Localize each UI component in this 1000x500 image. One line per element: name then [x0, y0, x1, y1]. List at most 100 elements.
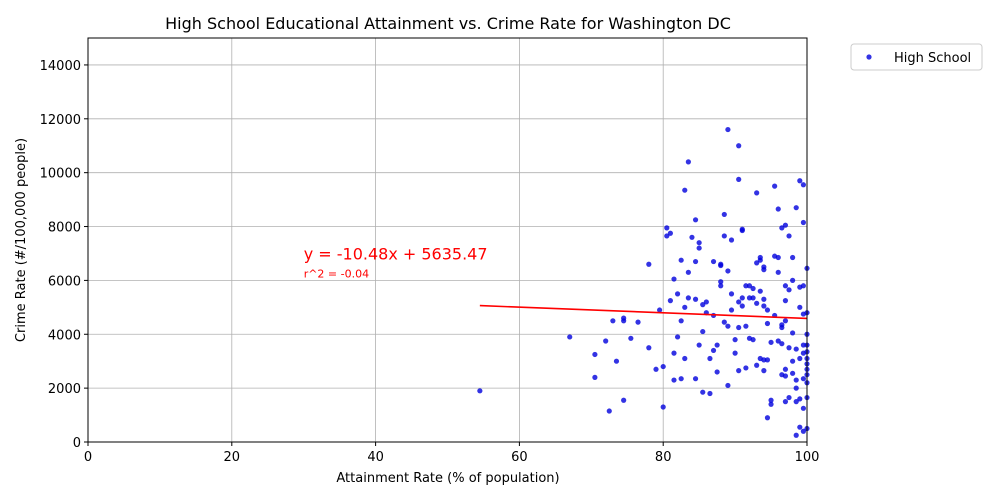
data-point	[800, 342, 807, 348]
data-point	[682, 187, 688, 193]
data-point	[671, 276, 677, 282]
legend: High School	[850, 43, 983, 71]
data-point	[685, 295, 691, 301]
data-point	[736, 143, 742, 149]
data-point	[613, 358, 620, 364]
data-point	[797, 355, 803, 362]
data-point	[800, 376, 807, 382]
data-point	[667, 298, 673, 304]
data-point	[696, 245, 702, 251]
data-point	[793, 205, 799, 211]
x-tick-label: 100	[795, 450, 820, 465]
data-point	[754, 300, 760, 306]
data-point	[754, 190, 760, 196]
data-point	[797, 424, 803, 430]
data-point	[786, 287, 792, 293]
data-point	[592, 374, 598, 380]
x-axis-ticks: 0 20 40 60 80 100	[84, 442, 820, 465]
data-point	[732, 337, 738, 343]
data-point	[775, 254, 781, 261]
data-point	[635, 319, 641, 325]
data-point	[700, 389, 706, 395]
data-point	[667, 230, 673, 236]
data-point	[746, 283, 753, 289]
data-point	[761, 368, 767, 374]
data-point	[782, 373, 789, 379]
data-point	[721, 319, 727, 325]
data-point	[703, 299, 709, 305]
data-point	[732, 350, 738, 356]
data-point	[725, 323, 731, 329]
data-point	[793, 346, 799, 352]
data-point	[782, 399, 789, 405]
data-point	[700, 328, 706, 335]
data-point	[718, 279, 724, 285]
y-tick-label: 12000	[40, 113, 81, 128]
data-point	[775, 338, 781, 344]
data-point	[714, 342, 720, 348]
data-point	[592, 351, 598, 358]
data-point	[779, 225, 785, 231]
data-point	[761, 296, 767, 302]
data-point	[700, 302, 706, 308]
data-point	[736, 368, 742, 374]
y-tick-label: 0	[73, 436, 81, 451]
data-point	[728, 291, 735, 297]
y-tick-label: 6000	[48, 274, 81, 289]
data-point	[664, 233, 670, 239]
y-tick-label: 10000	[40, 167, 81, 182]
data-point	[678, 257, 684, 263]
data-point	[790, 254, 796, 261]
data-point	[764, 320, 771, 327]
data-point	[754, 362, 760, 368]
data-point	[800, 405, 807, 411]
data-point	[653, 366, 659, 372]
data-point	[761, 267, 767, 273]
plot-frame	[87, 37, 808, 443]
data-point	[678, 318, 684, 324]
data-point	[718, 283, 724, 289]
data-point	[567, 334, 573, 340]
data-point	[790, 330, 796, 336]
data-point	[714, 369, 720, 375]
data-point	[764, 415, 771, 421]
x-tick-label: 60	[511, 450, 528, 465]
data-point	[692, 376, 699, 382]
y-tick-label: 2000	[48, 382, 81, 397]
y-tick-label: 4000	[48, 328, 81, 343]
data-point	[696, 240, 702, 246]
data-point	[743, 365, 749, 371]
data-point	[743, 323, 749, 329]
data-point	[775, 206, 781, 212]
data-point	[793, 385, 799, 391]
x-axis-label: Attainment Rate (% of population)	[336, 471, 559, 486]
data-point	[786, 345, 792, 351]
data-point	[797, 178, 803, 184]
data-point	[657, 307, 663, 313]
x-tick-label: 80	[655, 450, 672, 465]
data-point	[707, 390, 713, 397]
x-tick-label: 40	[367, 450, 384, 465]
data-point	[793, 399, 799, 405]
data-point	[746, 295, 753, 301]
data-point	[721, 233, 727, 239]
data-point	[682, 355, 688, 362]
data-point	[736, 324, 742, 331]
data-point	[718, 262, 724, 269]
data-point	[750, 285, 756, 292]
data-point	[628, 335, 634, 341]
legend-marker	[866, 54, 872, 60]
data-point	[736, 176, 742, 182]
data-point	[646, 345, 652, 351]
data-point	[768, 401, 774, 407]
data-point	[797, 304, 803, 310]
data-point	[782, 222, 789, 228]
data-point	[779, 341, 785, 347]
data-point	[739, 303, 745, 309]
data-point	[696, 342, 702, 348]
data-point	[606, 408, 612, 414]
data-point	[682, 304, 688, 310]
data-point	[739, 295, 745, 301]
x-tick-label: 20	[224, 450, 241, 465]
